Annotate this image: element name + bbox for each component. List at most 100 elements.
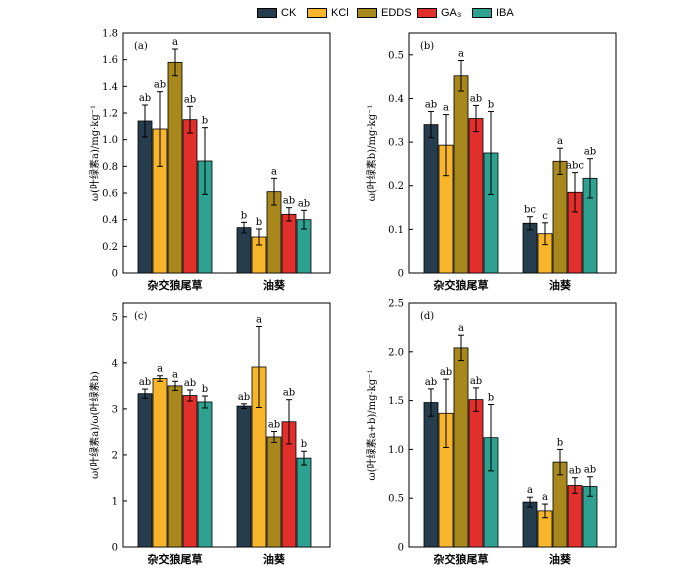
bar-edds <box>453 347 469 548</box>
category-label: 油葵 <box>263 278 286 292</box>
significance-label: ab <box>238 392 250 403</box>
legend-label-iba: IBA <box>496 7 514 19</box>
significance-label: ab <box>470 93 482 104</box>
significance-label: ab <box>139 377 151 388</box>
significance-label: ab <box>268 419 280 430</box>
y-tick-label: 1.0 <box>102 135 118 146</box>
significance-label: a <box>443 103 449 114</box>
significance-label: b <box>241 210 247 221</box>
legend-swatch-iba <box>472 8 492 18</box>
y-tick-label: 0.1 <box>388 225 404 236</box>
significance-label: a <box>458 323 464 334</box>
legend-swatch-edds <box>357 8 377 18</box>
bar-ck <box>522 501 538 548</box>
significance-label: a <box>557 136 563 147</box>
legend-label-kcl: KCl <box>331 7 349 19</box>
category-label: 杂交狼尾草 <box>434 552 489 566</box>
significance-label: b <box>488 393 494 404</box>
y-tick-label: 0.5 <box>388 494 404 505</box>
significance-label: b <box>202 116 208 127</box>
y-tick-label: 0.3 <box>388 138 404 149</box>
y-tick-label: 1 <box>112 496 118 507</box>
significance-label: ab <box>283 196 295 207</box>
y-tick-label: 4 <box>112 358 118 369</box>
y-axis-label: ω(叶绿素a)/ω(叶绿素b) <box>88 371 101 479</box>
legend-label-ck: CK <box>281 7 297 19</box>
plot-frame-b <box>408 32 617 274</box>
significance-label: ab <box>298 198 310 209</box>
legend-swatch-kcl <box>307 8 327 18</box>
legend: CK KCl EDDS GA₃ IBA <box>0 0 700 24</box>
significance-label: b <box>301 439 307 450</box>
y-tick-label: 3 <box>112 404 118 415</box>
legend-item-edds: EDDS <box>357 6 412 20</box>
y-tick-label: 1.5 <box>388 396 404 407</box>
category-label: 杂交狼尾草 <box>434 278 489 292</box>
significance-label: ab <box>470 376 482 387</box>
y-tick-label: 5 <box>112 312 118 323</box>
category-label: 油葵 <box>263 552 286 566</box>
y-axis-label: ω(叶绿素a)/mg·kg⁻¹ <box>88 105 101 201</box>
significance-label: ab <box>425 100 437 111</box>
significance-label: b <box>488 100 494 111</box>
significance-label: a <box>256 314 262 325</box>
significance-label: b <box>202 384 208 395</box>
y-tick-label: 1.0 <box>388 445 404 456</box>
significance-label: ab <box>154 80 166 91</box>
panel-label: (b) <box>420 41 434 52</box>
bar-ck <box>423 402 439 548</box>
significance-label: ab <box>440 367 452 378</box>
plot-frame-a <box>122 32 331 274</box>
significance-label: a <box>542 492 548 503</box>
category-label: 杂交狼尾草 <box>148 552 203 566</box>
category-label: 杂交狼尾草 <box>148 278 203 292</box>
significance-label: a <box>172 37 178 48</box>
significance-label: ab <box>184 378 196 389</box>
significance-label: ab <box>283 388 295 399</box>
y-axis-label: ω(叶绿素a+b)/mg·kg⁻¹ <box>365 370 378 481</box>
y-tick-label: 2.0 <box>388 347 404 358</box>
significance-label: ab <box>569 466 581 477</box>
significance-label: a <box>271 166 277 177</box>
y-tick-label: 0 <box>398 543 404 554</box>
y-tick-label: 0 <box>398 269 404 280</box>
y-tick-label: 2 <box>112 450 118 461</box>
legend-item-ga3: GA₃ <box>417 6 461 20</box>
bar-ga3 <box>567 485 583 548</box>
y-tick-label: 2.5 <box>388 299 404 310</box>
significance-label: abc <box>566 161 584 172</box>
y-tick-label: 0.8 <box>102 162 118 173</box>
plot-frame-d <box>408 302 617 548</box>
panel-label: (c) <box>134 311 148 322</box>
significance-label: b <box>557 437 563 448</box>
legend-swatch-ga3 <box>417 8 437 18</box>
y-tick-label: 0.2 <box>102 242 118 253</box>
legend-swatch-ck <box>257 8 277 18</box>
significance-label: b <box>256 217 262 228</box>
significance-label: c <box>542 211 548 222</box>
y-tick-label: 0.4 <box>388 94 404 105</box>
panel-label: (a) <box>134 41 148 52</box>
plot-frame-c <box>122 302 331 548</box>
significance-label: bc <box>524 205 536 216</box>
y-tick-label: 0.2 <box>388 181 404 192</box>
y-tick-label: 0.5 <box>388 50 404 61</box>
y-tick-label: 1.8 <box>102 29 118 40</box>
significance-label: a <box>458 48 464 59</box>
y-tick-label: 1.6 <box>102 55 118 66</box>
y-tick-label: 0 <box>112 269 118 280</box>
legend-item-ck: CK <box>257 6 296 20</box>
legend-item-iba: IBA <box>472 6 514 20</box>
significance-label: a <box>527 485 533 496</box>
y-tick-label: 0 <box>112 543 118 554</box>
legend-label-edds: EDDS <box>381 7 412 19</box>
y-tick-label: 1.4 <box>102 82 118 93</box>
significance-label: a <box>157 364 163 375</box>
significance-label: ab <box>425 377 437 388</box>
significance-label: ab <box>584 147 596 158</box>
category-label: 油葵 <box>549 552 572 566</box>
